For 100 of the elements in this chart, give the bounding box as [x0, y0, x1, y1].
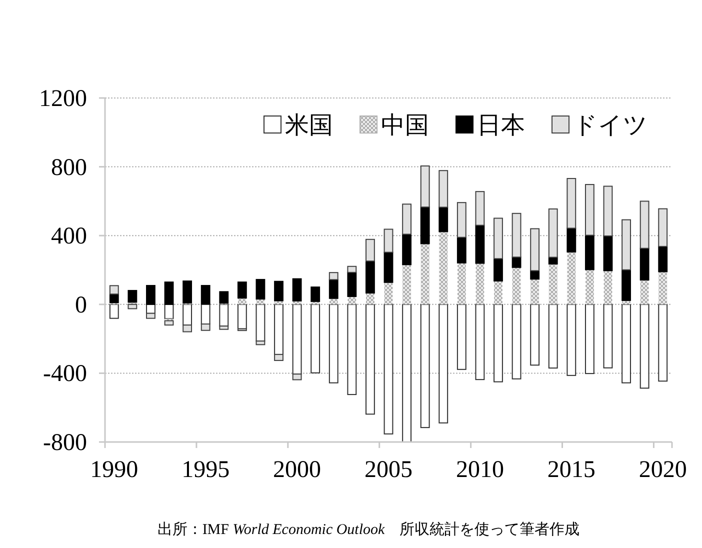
- bar: [566, 304, 576, 376]
- bar: [438, 304, 448, 424]
- bar: [146, 284, 156, 305]
- bar: [292, 304, 302, 375]
- bar: [530, 270, 540, 280]
- bar: [292, 374, 302, 380]
- bar: [420, 304, 430, 428]
- bar: [384, 252, 394, 283]
- bar: [566, 228, 576, 252]
- y-tick-label: 400: [51, 224, 87, 250]
- bar: [548, 264, 558, 304]
- bar: [439, 232, 448, 304]
- bar: [256, 278, 266, 300]
- bar: [237, 282, 247, 299]
- bar: [200, 324, 210, 331]
- bar: [164, 282, 174, 305]
- bar: [128, 304, 138, 310]
- bar: [182, 324, 192, 332]
- bar: [475, 224, 485, 264]
- bar: [512, 267, 521, 304]
- bar: [457, 262, 466, 304]
- legend-label: 米国: [285, 113, 333, 139]
- bar: [109, 285, 119, 295]
- bar: [219, 326, 229, 330]
- bar: [640, 304, 650, 389]
- text: 出所：IMF World Economic Outlook 所収統計を使って筆者作成: [157, 521, 580, 538]
- x-tick-label: 2010: [456, 457, 504, 483]
- bar: [640, 280, 649, 304]
- bar: [402, 304, 412, 442]
- bar: [366, 260, 375, 294]
- bar: [476, 263, 484, 304]
- bar: [603, 186, 613, 236]
- bar: [640, 200, 650, 249]
- bar: [494, 304, 503, 382]
- bar: [438, 170, 448, 208]
- bar: [182, 304, 192, 326]
- bar: [548, 304, 558, 369]
- bar: [530, 279, 540, 304]
- bar: [566, 178, 576, 229]
- bar: [384, 228, 394, 253]
- bar: [384, 304, 394, 434]
- bar: [200, 284, 210, 305]
- bar: [328, 279, 338, 299]
- legend-label: 中国: [381, 113, 429, 139]
- legend-label: ドイツ: [573, 113, 648, 139]
- bar: [109, 294, 119, 304]
- bar: [512, 256, 522, 268]
- bar: [109, 304, 119, 319]
- bar: [567, 252, 576, 304]
- bar: [328, 272, 338, 280]
- x-tick-label: 2015: [547, 457, 596, 483]
- bar: [274, 354, 284, 361]
- bar: [658, 208, 668, 247]
- bar: [366, 238, 375, 262]
- x-tick-label: 1995: [182, 457, 230, 483]
- bar: [603, 304, 613, 368]
- bar: [530, 228, 540, 272]
- bar: [164, 320, 174, 326]
- x-tick-label: 1990: [90, 457, 138, 483]
- bar: [584, 184, 594, 236]
- bar: [402, 204, 412, 235]
- bar: [219, 304, 229, 327]
- bar: [622, 269, 631, 301]
- bar: [420, 206, 430, 244]
- bar: [182, 280, 192, 304]
- bar: [494, 258, 503, 282]
- bar: [256, 304, 266, 342]
- x-tick-label: 2020: [638, 457, 687, 483]
- y-tick-label: 0: [75, 292, 87, 318]
- bar: [456, 202, 466, 238]
- x-tick-label: 2000: [273, 457, 322, 483]
- bar: [512, 212, 522, 258]
- bar: [384, 282, 393, 304]
- bar: [146, 312, 156, 319]
- bar: [622, 219, 631, 270]
- bar: [494, 281, 502, 304]
- bar: [658, 304, 668, 382]
- bar: [603, 235, 613, 272]
- y-tick-label: 800: [51, 154, 87, 181]
- bar: [274, 304, 284, 355]
- bar: [604, 270, 612, 304]
- bar: [584, 234, 594, 270]
- bar: [640, 248, 650, 280]
- bar: [420, 244, 430, 304]
- bar: [348, 296, 356, 304]
- bar: [329, 298, 338, 304]
- bar: [658, 272, 668, 304]
- bar: [347, 266, 357, 273]
- bar: [438, 206, 448, 232]
- bar: [456, 304, 466, 370]
- bar: [475, 191, 485, 226]
- bar: [548, 208, 558, 258]
- x-tick-label: 2005: [364, 457, 412, 483]
- bar: [512, 304, 522, 380]
- bar: [494, 218, 503, 260]
- bar: [128, 290, 138, 303]
- bar: [310, 286, 320, 302]
- bar: [584, 304, 594, 374]
- bar: [219, 291, 229, 304]
- y-tick-label: 1200: [39, 86, 87, 112]
